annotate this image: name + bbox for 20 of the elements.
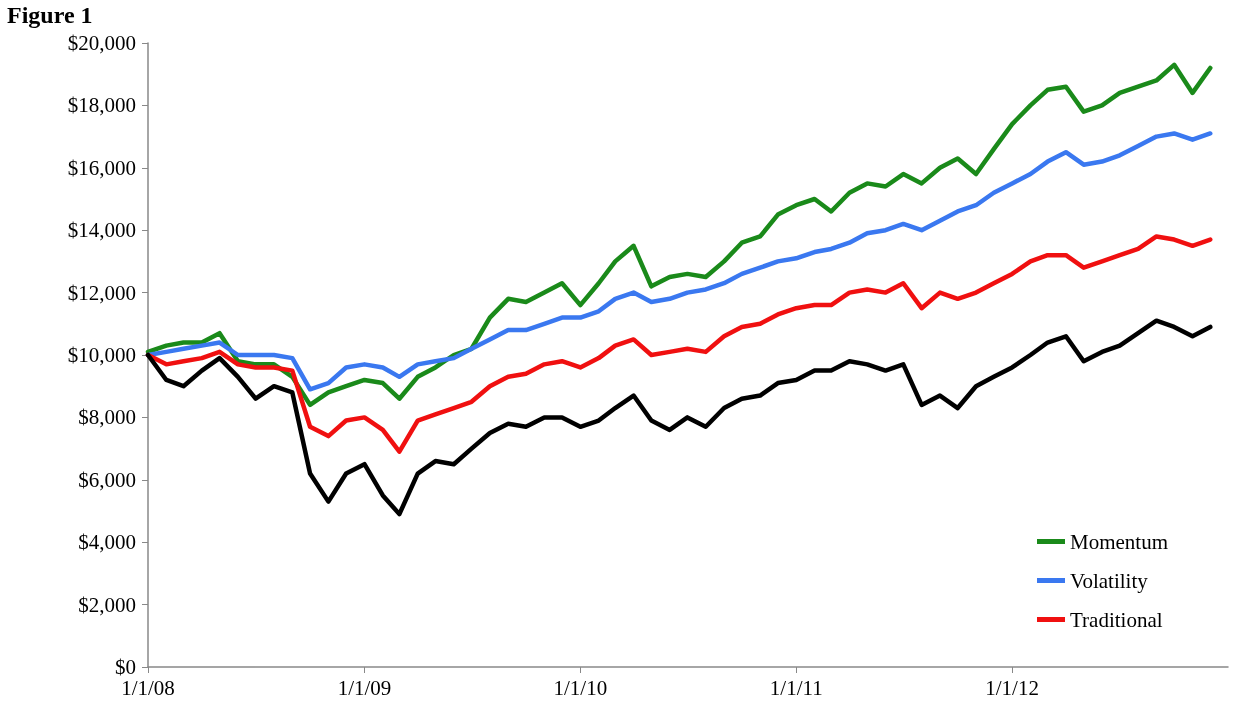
legend-label: Traditional xyxy=(1070,607,1163,632)
line-series xyxy=(145,318,1213,517)
x-tick-label: 1/1/10 xyxy=(553,675,608,700)
y-tick-label: $16,000 xyxy=(67,155,136,180)
line-series xyxy=(145,62,1213,408)
y-tick-label: $12,000 xyxy=(67,280,136,305)
x-tick-label: 1/1/09 xyxy=(337,675,392,700)
y-tick-label: $10,000 xyxy=(67,343,136,367)
x-tick-label: 1/1/12 xyxy=(985,675,1039,700)
legend-label: Volatility xyxy=(1070,568,1149,593)
chart-title: Figure 1 xyxy=(7,2,93,28)
x-tick-label: 1/1/11 xyxy=(769,675,823,700)
y-tick-label: $20,000 xyxy=(67,31,136,55)
y-tick-label: $4,000 xyxy=(78,530,136,555)
y-tick-label: $6,000 xyxy=(78,467,136,492)
legend-label: Momentum xyxy=(1070,529,1168,554)
y-tick-label: $8,000 xyxy=(78,405,136,430)
y-tick-label: $18,000 xyxy=(67,93,136,118)
y-tick-label: $2,000 xyxy=(78,592,136,617)
y-tick-label: $14,000 xyxy=(67,218,136,243)
